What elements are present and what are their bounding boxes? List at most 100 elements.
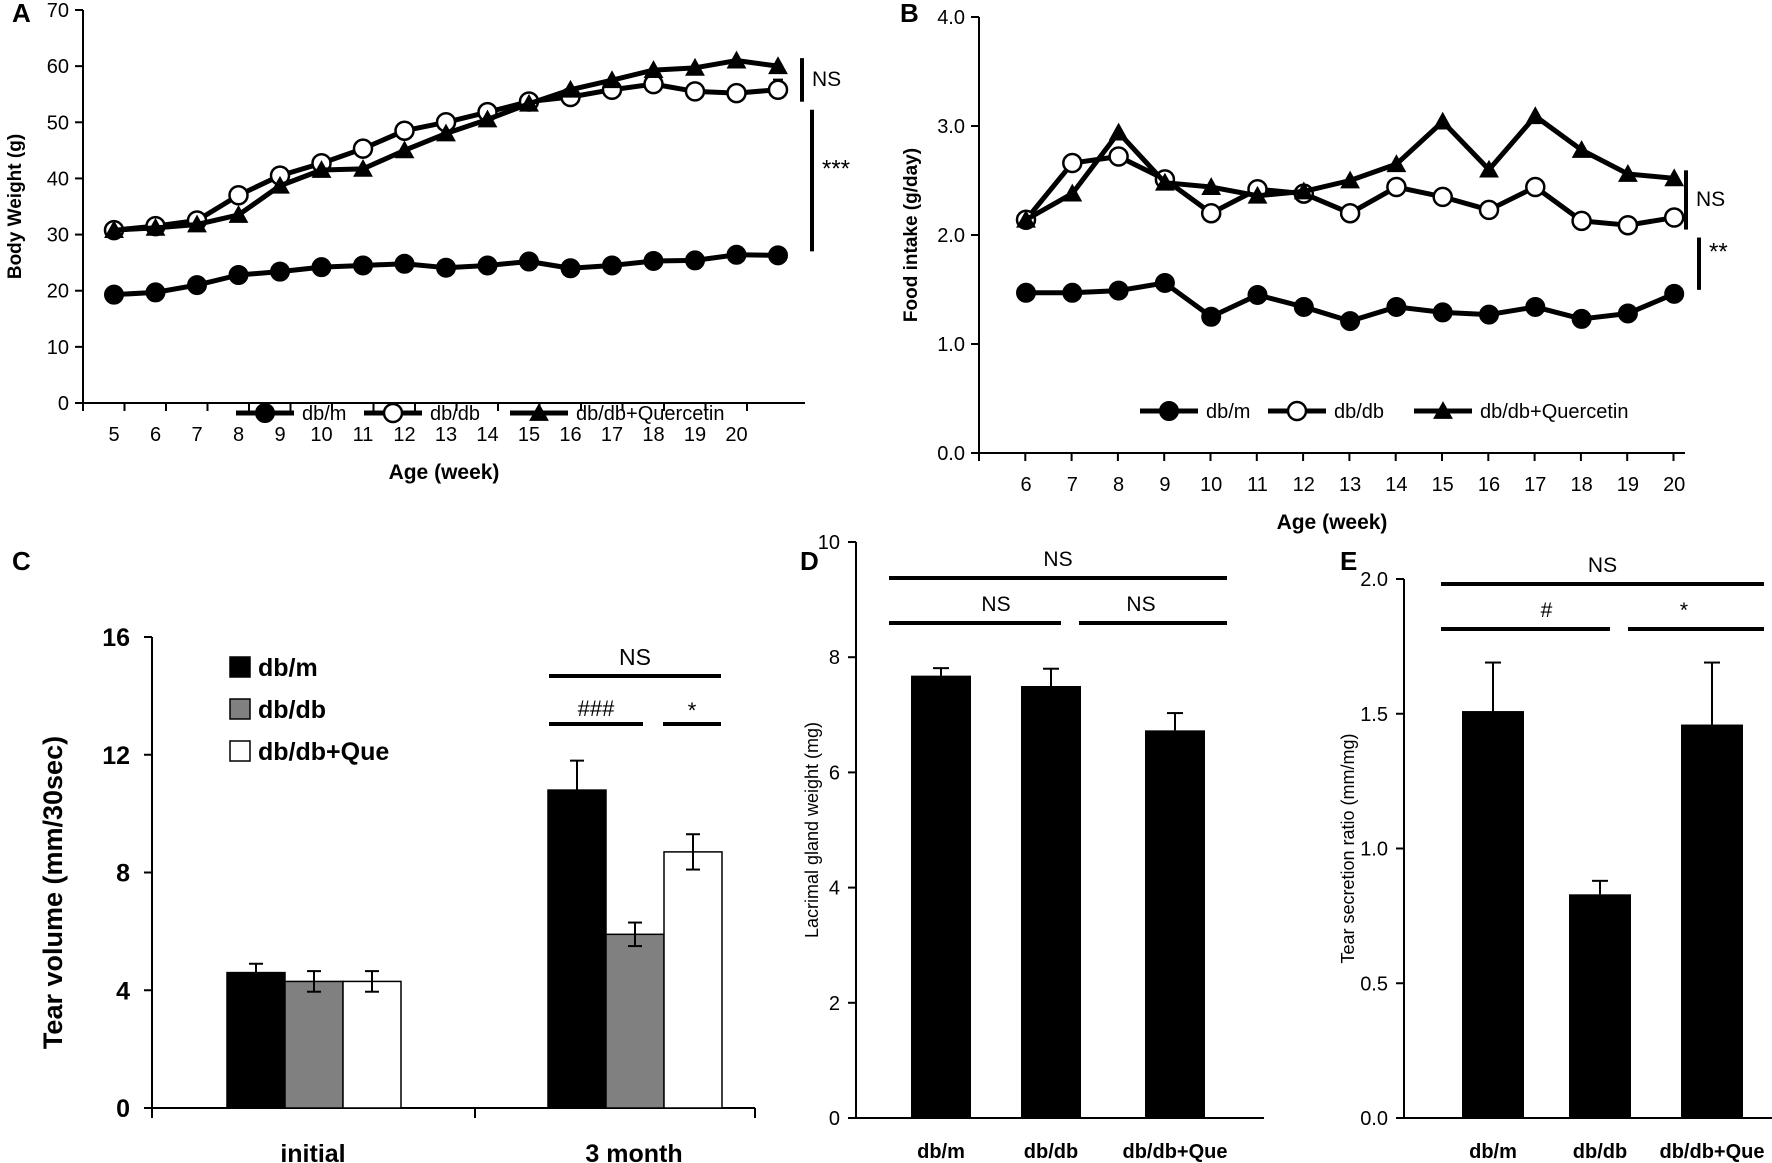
series-line-1 — [113, 81, 779, 233]
y-tick-label: 4 — [116, 977, 130, 1005]
y-tick-label: 1.0 — [1360, 839, 1388, 861]
x-tick-label: 3 month — [585, 1140, 682, 1163]
data-point — [1571, 140, 1592, 158]
data-point — [1617, 303, 1638, 324]
x-tick-label: 19 — [684, 424, 706, 446]
x-tick-label: 13 — [1339, 474, 1361, 496]
y-tick-label: 8 — [829, 647, 840, 669]
data-point — [1293, 296, 1314, 317]
legend-swatch — [229, 656, 251, 678]
y-tick-label: 1.0 — [937, 334, 965, 356]
data-point — [1201, 177, 1222, 195]
x-axis-label: Age (week) — [1277, 511, 1388, 534]
data-point — [311, 160, 332, 178]
data-point — [353, 158, 373, 177]
data-point — [270, 175, 290, 194]
data-point — [1200, 202, 1222, 224]
legend-marker — [255, 403, 275, 423]
x-tick-label: 12 — [1293, 474, 1315, 496]
data-point — [1247, 185, 1268, 204]
data-point — [270, 261, 290, 282]
y-tick-label: 60 — [47, 56, 69, 78]
y-tick-label: 0.0 — [937, 443, 965, 465]
x-tick-label: 6 — [150, 424, 161, 446]
significance-label: ** — [1709, 239, 1728, 266]
y-tick-label: 20 — [47, 281, 69, 303]
x-tick-label: 5 — [108, 424, 119, 446]
data-point — [560, 79, 581, 98]
legend-marker — [382, 402, 404, 424]
data-point — [1062, 152, 1083, 174]
significance-label: NS — [981, 593, 1010, 616]
significance-label: NS — [1126, 593, 1155, 616]
y-tick-label: 2.0 — [937, 225, 965, 247]
data-point — [1386, 176, 1407, 198]
data-point — [104, 220, 124, 238]
x-tick-label: 12 — [393, 424, 415, 446]
x-tick-label: 11 — [1247, 474, 1268, 496]
panel-d: 0 2 4 6 8 10 Lacrimal gland weight (mg) db/m db/… — [802, 532, 1264, 1163]
data-point — [1016, 282, 1036, 303]
data-point — [1108, 146, 1129, 167]
x-tick-label: 18 — [642, 424, 664, 446]
bar — [1021, 686, 1081, 1118]
x-tick-label: 16 — [1478, 474, 1500, 496]
x-tick-label: 16 — [559, 424, 581, 446]
data-point — [1525, 176, 1546, 198]
data-point — [1108, 280, 1129, 301]
data-point — [1155, 172, 1175, 191]
legend-marker — [1286, 400, 1308, 422]
y-tick-label: 4.0 — [937, 7, 965, 29]
data-point — [1201, 306, 1222, 327]
data-point — [436, 257, 456, 278]
data-point — [1618, 164, 1638, 182]
legend-label: db/db+Quercetin — [576, 403, 724, 425]
x-tick-label: 10 — [310, 424, 332, 446]
data-point — [394, 253, 415, 274]
y-tick-label: 4 — [829, 878, 840, 900]
x-tick-label: 17 — [601, 424, 623, 446]
data-point — [1432, 186, 1453, 208]
data-point — [394, 120, 415, 141]
data-point — [228, 264, 249, 285]
data-point — [1664, 283, 1685, 304]
significance-label: NS — [1696, 188, 1725, 211]
data-point — [1479, 304, 1499, 325]
data-point — [767, 79, 789, 100]
bar — [284, 980, 344, 1109]
panel-c: 0 4 8 12 16 initial 3 month Tear volume (mm/30s… — [38, 624, 756, 1163]
y-axis-label: Body Weight (g) — [5, 134, 26, 279]
significance-label: NS — [812, 68, 841, 91]
data-point — [477, 255, 498, 276]
data-point — [477, 109, 498, 128]
data-point — [1432, 302, 1453, 323]
x-tick-label: db/db+Que — [1660, 1141, 1765, 1163]
data-point — [187, 275, 207, 296]
y-tick-label: 0.0 — [1360, 1108, 1388, 1130]
legend-label: db/m — [258, 654, 318, 682]
bar — [1681, 724, 1743, 1118]
x-tick-label: db/db — [1024, 1141, 1078, 1163]
legend-label: db/db — [430, 403, 480, 425]
data-point — [352, 138, 374, 159]
significance-label: *** — [822, 156, 850, 183]
data-point — [394, 140, 415, 159]
data-point — [1664, 168, 1685, 187]
data-point — [1617, 214, 1639, 236]
panel-b: 0.0 1.0 2.0 3.0 4.0 6 7 8 9 10 11 12 13 14 15 16 17 18 19 2… — [901, 7, 1728, 534]
data-point — [768, 245, 788, 266]
x-tick-label: db/m — [1469, 1141, 1517, 1163]
data-point — [145, 282, 166, 303]
bar — [911, 675, 971, 1118]
data-point — [643, 60, 664, 78]
data-point — [1062, 282, 1083, 303]
x-tick-label: 20 — [1663, 474, 1685, 496]
legend-label: db/db+Quercetin — [1480, 401, 1628, 423]
data-point — [1154, 272, 1175, 293]
data-point — [726, 50, 747, 69]
data-point — [228, 185, 249, 206]
data-point — [1479, 159, 1499, 178]
significance-label: * — [688, 698, 697, 723]
data-point — [104, 284, 124, 305]
y-tick-label: 2 — [829, 993, 840, 1015]
